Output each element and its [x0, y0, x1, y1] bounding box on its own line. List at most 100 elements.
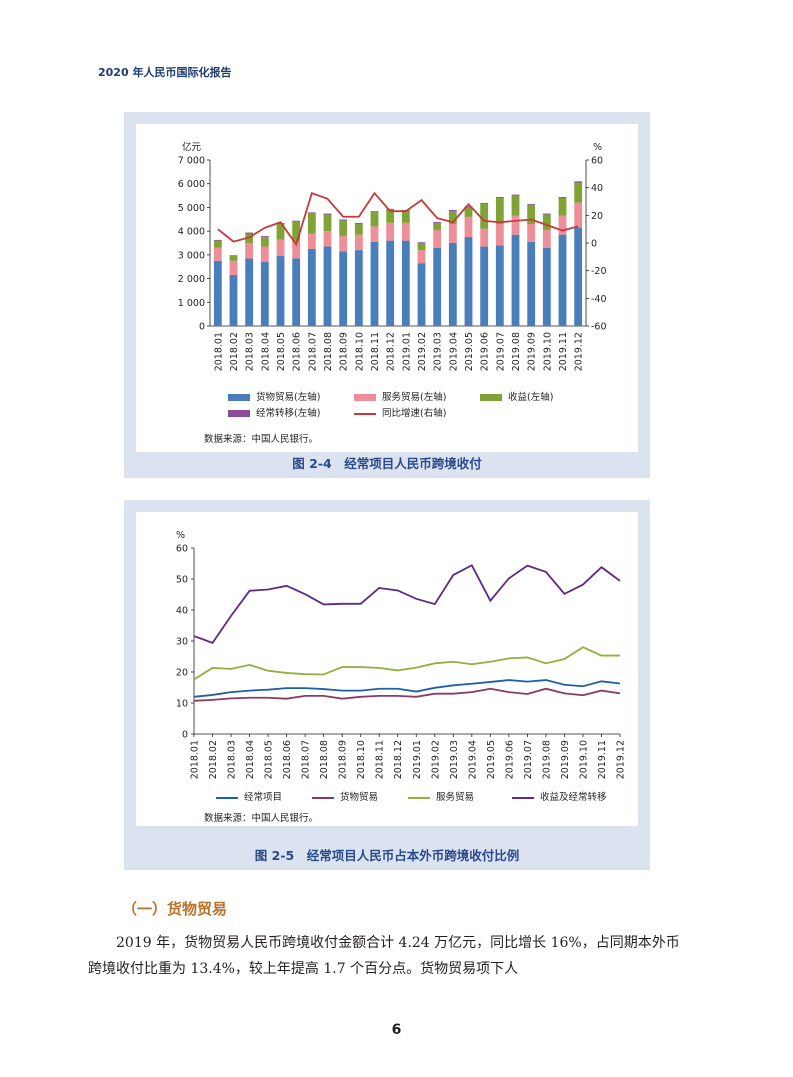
bar-segment — [386, 240, 395, 326]
bar-segment — [542, 214, 551, 230]
legend-swatch — [354, 412, 376, 415]
legend-swatch — [354, 394, 376, 401]
x-tick-label: 2018.10 — [356, 740, 367, 779]
right-tick-label: 40 — [591, 183, 603, 194]
legend-label: 经常项目 — [244, 792, 283, 803]
x-tick-label: 2019.05 — [464, 332, 475, 371]
legend-item-service-trade: 服务贸易(左轴) — [354, 389, 446, 403]
figure-2-5: % 0 10 20 30 40 50 60 2018.01 2018.02 2018.03 2018.… — [124, 500, 650, 870]
x-tick-label: 2019.06 — [480, 332, 491, 371]
stacked-bar-chart-current-account: 亿元 % 0 1 000 2 000 3 000 4 000 5 000 6 000 7 000 -… — [178, 141, 607, 371]
x-tick-label: 2018.03 — [227, 740, 238, 779]
y-axis-unit: % — [176, 530, 185, 541]
bar-segment — [213, 240, 222, 248]
x-tick-label: 2018.12 — [386, 332, 397, 371]
bar-segment — [480, 228, 489, 247]
x-tick-label: 2019.06 — [504, 740, 515, 779]
x-tick-label: 2019.03 — [433, 332, 444, 371]
bar-segment — [354, 234, 363, 251]
body-paragraph: 2019 年，货物贸易人民币跨境收付金额合计 4.24 万亿元，同比增长 16%… — [88, 935, 680, 977]
bar-segment — [401, 210, 410, 223]
page-number: 6 — [391, 1022, 402, 1038]
bar-segment — [276, 224, 285, 240]
legend-item-goods-trade: 货物贸易 — [312, 789, 378, 803]
legend-item-yoy-growth: 同比增速(右轴) — [354, 405, 446, 419]
bar-segment — [511, 195, 520, 216]
bar-segment — [245, 243, 254, 259]
bar-segment — [464, 206, 473, 208]
legend-swatch — [480, 394, 502, 401]
legend-item-service-trade: 服务贸易 — [408, 789, 474, 803]
bar-segment — [339, 251, 348, 326]
bar-segment — [213, 239, 222, 241]
bar-segment — [260, 246, 269, 262]
bar-segment — [292, 220, 301, 222]
bar-segment — [229, 255, 238, 257]
left-axis-unit: 亿元 — [182, 141, 202, 153]
bar-segment — [245, 258, 254, 326]
bar-segment — [401, 240, 410, 326]
source-note-2-5: 数据来源：中国人民银行。 — [204, 813, 319, 824]
figure-2-4: 亿元% 0 1 000 2 000 3 000 4 000 5 000 6 000 7 000 -… — [124, 112, 650, 478]
bar-segment — [574, 202, 583, 228]
x-tick-label: 2018.03 — [245, 332, 256, 371]
bar-segment — [574, 227, 583, 326]
x-tick-label: 2019.08 — [511, 332, 522, 371]
x-tick-label: 2019.07 — [495, 332, 506, 371]
left-tick-label: 0 — [199, 322, 205, 333]
bar-segment — [574, 182, 583, 203]
bar-segment — [213, 260, 222, 326]
bar-segment — [354, 224, 363, 235]
bar-segment — [276, 239, 285, 257]
x-tick-label: 2019.11 — [597, 740, 608, 779]
x-tick-label: 2018.02 — [208, 740, 219, 779]
bar-segment — [464, 216, 473, 238]
bar-segment — [339, 235, 348, 252]
legend-label: 货物贸易 — [340, 792, 379, 803]
right-tick-label: -40 — [591, 294, 607, 305]
chart-panel-2-5: % 0 10 20 30 40 50 60 2018.01 2018.02 2018.03 2018.… — [136, 512, 638, 826]
x-tick-label: 2018.06 — [282, 740, 293, 779]
running-header: 2020 年人民币国际化报告 — [98, 66, 232, 79]
bar-segment — [292, 258, 301, 326]
y-tick-label: 0 — [182, 730, 188, 741]
bar-segment — [542, 229, 551, 248]
right-tick-label: -20 — [591, 266, 607, 277]
bar-segment — [229, 256, 238, 261]
bar-segment — [433, 229, 442, 248]
bar-segment — [401, 222, 410, 241]
bar-segment — [245, 232, 254, 234]
x-tick-label: 2018.11 — [370, 332, 381, 371]
x-tick-label: 2018.09 — [339, 332, 350, 371]
series-line — [193, 646, 620, 681]
legend-item-current-account: 经常项目 — [216, 789, 282, 803]
left-tick-label: 7 000 — [178, 156, 205, 167]
series-line — [193, 687, 621, 702]
bar-segment — [433, 247, 442, 326]
bar-segment — [417, 243, 426, 251]
series-line — [193, 564, 621, 644]
x-tick-label: 2018.08 — [319, 740, 330, 779]
left-tick-label: 3 000 — [178, 250, 205, 261]
legend-item-income: 收益(左轴) — [480, 389, 553, 403]
bar-segment — [260, 237, 269, 247]
y-tick-label: 40 — [176, 606, 188, 617]
bar-segment — [495, 196, 504, 198]
legend-label: 经常转移(左轴) — [256, 408, 321, 419]
bar-segment — [323, 214, 332, 232]
line-chart-rmb-share: % 0 10 20 30 40 50 60 2018.01 2018.02 2018.03 2018.… — [176, 530, 627, 779]
bar-segment — [354, 223, 363, 225]
legend-swatch — [228, 410, 250, 417]
figure-caption-2-5: 图 2-5 经常项目人民币占本外币跨境收付比例 — [254, 848, 520, 863]
bar-segment — [307, 248, 316, 326]
x-tick-label: 2018.11 — [375, 740, 386, 779]
right-tick-label: 0 — [591, 239, 597, 250]
bar-segment — [542, 247, 551, 326]
x-tick-label: 2019.12 — [616, 740, 627, 779]
bar-segment — [386, 209, 395, 223]
bar-segment — [307, 233, 316, 249]
bar-segment — [511, 215, 520, 235]
x-tick-label: 2019.02 — [417, 332, 428, 371]
left-tick-label: 4 000 — [178, 227, 205, 238]
bar-segment — [448, 224, 457, 243]
